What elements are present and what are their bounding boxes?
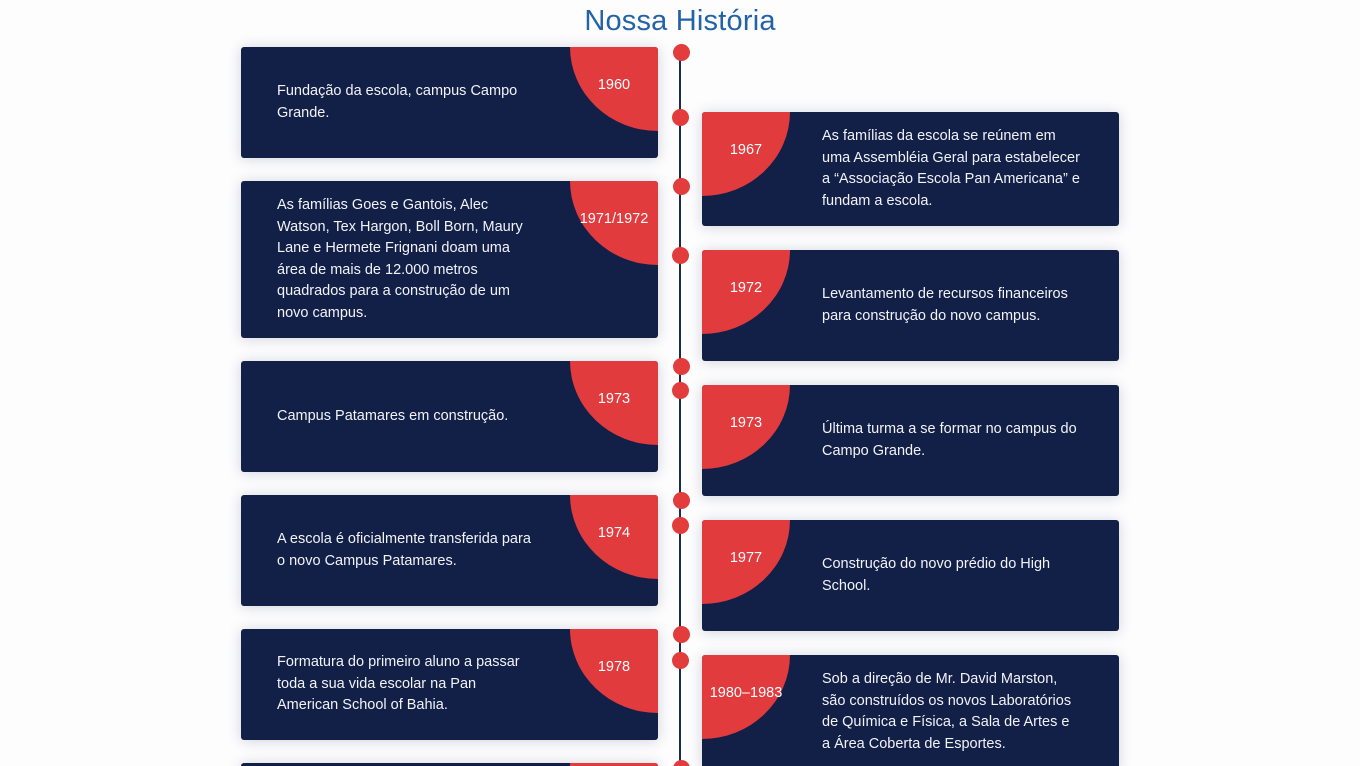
event-text: Última turma a se formar no campus do Ca… (822, 421, 1077, 459)
year-label: 1972 (729, 280, 763, 296)
timeline-card: 1973 Última turma a se formar no campus … (672, 382, 1119, 496)
event-text: A escola é oficialmente transferida para… (277, 531, 531, 569)
year-label: 1967 (729, 142, 763, 158)
event-text: Fundação da escola, campus Campo Grande. (277, 83, 518, 121)
year-label: 1980–1983 (709, 685, 783, 701)
timeline-card: 1980–1983 Sob a direção de Mr. David Mar… (672, 652, 1119, 766)
event-text: Sob a direção de Mr. David Marston, são … (822, 671, 1072, 752)
event-text: As famílias Goes e Gantois, Alec Watson,… (277, 197, 523, 321)
timeline-card: 1977 Construção do novo prédio do High S… (672, 517, 1119, 631)
timeline-dot-icon (672, 652, 689, 669)
timeline-dot-icon (672, 382, 689, 399)
timeline-card: 1978 Formatura do primeiro aluno a passa… (241, 626, 690, 740)
timeline-dot-icon (672, 247, 689, 264)
event-text: Construção do novo prédio do High School… (822, 556, 1051, 594)
year-label: 1973 (729, 415, 763, 431)
event-text: Levantamento de recursos financeiros par… (822, 286, 1068, 324)
timeline-card (241, 760, 690, 766)
timeline-column-right: 1967 As famílias da escola se reúnem em … (672, 109, 1119, 766)
year-label: 1960 (597, 77, 631, 93)
timeline-card: 1967 As famílias da escola se reúnem em … (672, 109, 1119, 226)
year-corner-shape (570, 763, 658, 766)
timeline-card: 1974 A escola é oficialmente transferida… (241, 492, 690, 606)
timeline-line (679, 53, 681, 766)
timeline-dot-icon (673, 358, 690, 375)
timeline-card: 1973 Campus Patamares em construção. (241, 358, 690, 472)
event-text: As famílias da escola se reúnem em uma A… (822, 128, 1080, 209)
timeline-card: 1960 Fundação da escola, campus Campo Gr… (241, 44, 690, 158)
timeline-dot-icon (672, 517, 689, 534)
timeline-dot-icon (673, 626, 690, 643)
timeline-card: 1971/1972 As famílias Goes e Gantois, Al… (241, 178, 690, 338)
timeline-dot-icon (672, 109, 689, 126)
page-header: Nossa História (0, 0, 1360, 47)
year-label: 1973 (597, 391, 631, 407)
timeline-dot-icon (673, 492, 690, 509)
year-label: 1977 (729, 550, 763, 566)
event-text: Campus Patamares em construção. (277, 407, 509, 424)
year-label: 1978 (597, 659, 631, 675)
timeline-dot-icon (673, 44, 690, 61)
timeline-dot-icon (673, 760, 690, 766)
timeline-axis (658, 47, 702, 766)
year-label: 1974 (597, 525, 631, 541)
year-label: 1971/1972 (579, 211, 649, 227)
timeline-card: 1972 Levantamento de recursos financeiro… (672, 247, 1119, 361)
page-title: Nossa História (584, 5, 776, 37)
timeline-dot-icon (673, 178, 690, 195)
timeline: 1960 Fundação da escola, campus Campo Gr… (0, 44, 1360, 766)
timeline-column-left: 1960 Fundação da escola, campus Campo Gr… (241, 44, 690, 766)
event-text: Formatura do primeiro aluno a passar tod… (277, 654, 520, 714)
